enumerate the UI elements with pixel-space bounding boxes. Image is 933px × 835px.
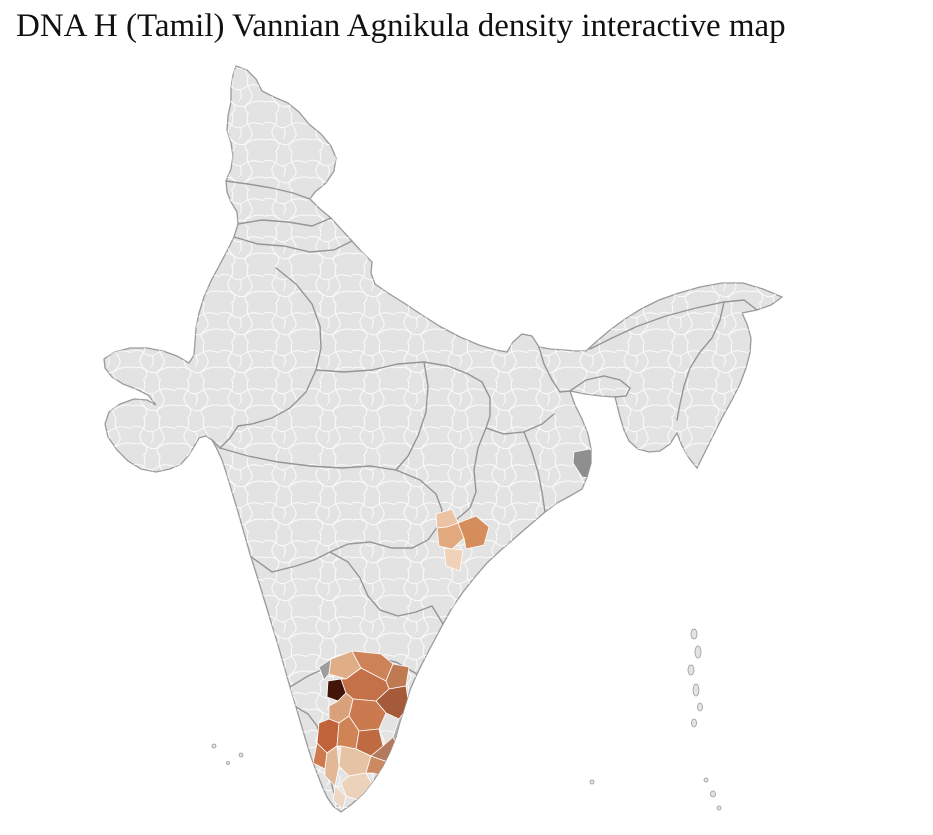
state-border-line	[538, 346, 571, 393]
state-border-line	[219, 447, 437, 495]
island[interactable]	[692, 683, 700, 697]
district-boundaries-mesh	[104, 66, 782, 812]
highlighted-districts	[312, 448, 602, 810]
island[interactable]	[694, 645, 702, 659]
island[interactable]	[716, 805, 722, 811]
island[interactable]	[238, 752, 244, 758]
state-border-line	[329, 551, 444, 625]
island[interactable]	[589, 779, 595, 785]
state-border-line	[589, 299, 758, 350]
state-border-line	[523, 431, 546, 513]
map-district-d21[interactable]	[332, 785, 347, 810]
state-border-line	[233, 236, 353, 253]
island[interactable]	[710, 790, 716, 798]
island[interactable]	[211, 743, 217, 749]
island[interactable]	[697, 702, 703, 712]
state-border-line	[225, 180, 311, 200]
state-border-line	[676, 301, 725, 421]
island[interactable]	[226, 761, 230, 765]
map-district-e4[interactable]	[443, 547, 464, 572]
page-title: DNA H (Tamil) Vannian Agnikula density i…	[16, 8, 786, 44]
island[interactable]	[687, 664, 695, 676]
map-district-e3[interactable]	[457, 515, 490, 550]
islands	[211, 628, 722, 811]
state-border-line	[315, 361, 483, 383]
state-border-line	[569, 375, 631, 398]
island[interactable]	[691, 718, 697, 728]
state-border-line	[211, 425, 239, 449]
island[interactable]	[690, 628, 698, 640]
state-border-line	[237, 217, 332, 227]
island[interactable]	[703, 777, 709, 783]
state-border-line	[481, 381, 555, 435]
state-border-line	[395, 361, 429, 471]
